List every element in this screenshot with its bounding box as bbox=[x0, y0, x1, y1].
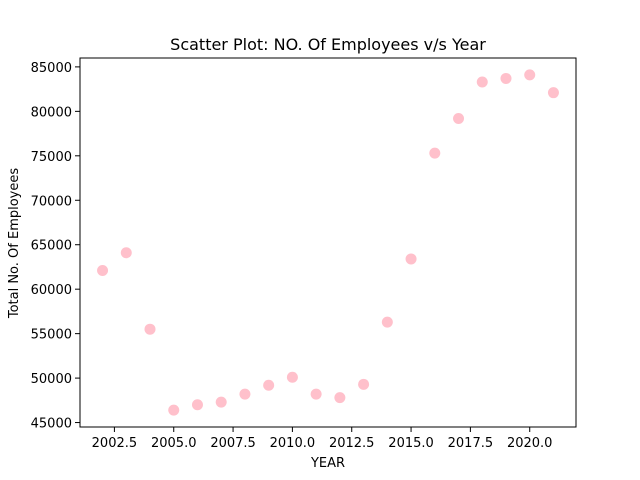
data-point-2002 bbox=[97, 265, 109, 277]
data-point-2010 bbox=[286, 371, 298, 383]
plot-frame bbox=[79, 57, 577, 428]
x-tick-label: 2007.5 bbox=[210, 436, 256, 451]
x-axis-label: YEAR bbox=[310, 456, 345, 471]
data-point-2020 bbox=[524, 69, 536, 81]
y-tick-label: 65000 bbox=[31, 239, 72, 254]
data-point-2017 bbox=[453, 112, 465, 124]
x-tick-label: 2005.0 bbox=[151, 436, 197, 451]
data-point-2011 bbox=[310, 388, 322, 400]
x-tick-label: 2012.5 bbox=[329, 436, 375, 451]
data-point-2009 bbox=[263, 379, 275, 391]
x-tick-label: 2010.0 bbox=[270, 436, 316, 451]
y-axis: 45000 50000 55000 60000 65000 70000 75000 80000… bbox=[31, 61, 80, 432]
points-layer bbox=[97, 69, 559, 416]
y-axis-label: Total No. Of Employees bbox=[7, 168, 22, 320]
y-tick-label: 75000 bbox=[31, 150, 72, 165]
data-point-2015 bbox=[405, 253, 417, 265]
data-point-2008 bbox=[239, 388, 251, 400]
data-point-2021 bbox=[547, 87, 559, 99]
y-tick-label: 85000 bbox=[31, 61, 72, 76]
x-tick-label: 2002.5 bbox=[92, 436, 138, 451]
y-tick-label: 60000 bbox=[31, 283, 72, 298]
y-tick-label: 55000 bbox=[31, 328, 72, 343]
x-tick-label: 2015.0 bbox=[388, 436, 434, 451]
data-point-2014 bbox=[381, 316, 393, 328]
data-point-2018 bbox=[476, 76, 488, 88]
data-point-2006 bbox=[191, 399, 203, 411]
y-tick-label: 70000 bbox=[31, 194, 72, 209]
x-tick-label: 2020.0 bbox=[507, 436, 553, 451]
data-point-2013 bbox=[358, 378, 370, 390]
data-point-2012 bbox=[334, 392, 346, 404]
y-tick-label: 80000 bbox=[31, 105, 72, 120]
y-tick-label: 50000 bbox=[31, 372, 72, 387]
x-axis: 2002.5 2005.0 2007.5 2010.0 2012.5 2015.0 2017… bbox=[92, 427, 553, 451]
data-point-2016 bbox=[429, 147, 441, 159]
x-tick-label: 2017.5 bbox=[448, 436, 494, 451]
data-point-2007 bbox=[215, 396, 227, 408]
data-point-2019 bbox=[500, 72, 512, 84]
y-tick-label: 45000 bbox=[31, 417, 72, 432]
data-point-2004 bbox=[144, 323, 156, 335]
data-point-2005 bbox=[168, 404, 180, 416]
chart-title: Scatter Plot: NO. Of Employees v/s Year bbox=[170, 35, 486, 54]
data-point-2003 bbox=[120, 247, 132, 259]
